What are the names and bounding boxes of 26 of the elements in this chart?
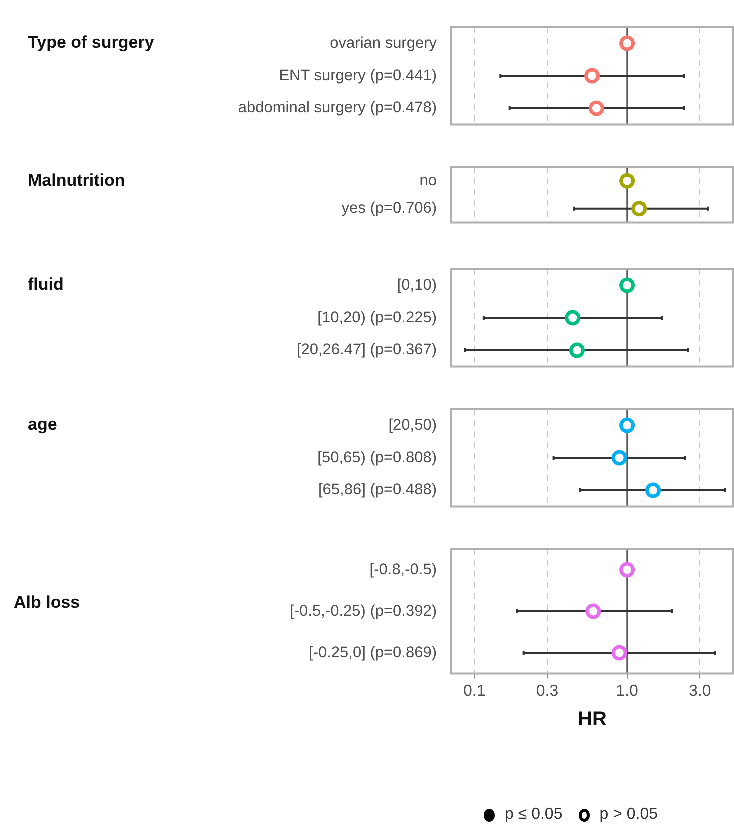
- y-tick-label: [65,86] (p=0.488): [318, 482, 437, 499]
- y-axis-title: Type of surgery: [28, 33, 155, 52]
- y-axis-title: Alb loss: [14, 592, 80, 612]
- y-axis-title: fluid: [28, 275, 64, 294]
- x-tick-label: 0.3: [536, 682, 559, 700]
- x-tick-label: 0.1: [464, 682, 486, 700]
- y-tick-label: ENT surgery (p=0.441): [279, 67, 437, 84]
- y-axis-title: Malnutrition: [28, 170, 126, 190]
- y-tick-label: [-0.5,-0.25) (p=0.392): [290, 602, 437, 620]
- y-tick-label: abdominal surgery (p=0.478): [238, 100, 437, 117]
- x-tick-label: 3.0: [689, 682, 712, 700]
- y-tick-label: ovarian surgery: [330, 34, 438, 52]
- y-tick-label: yes (p=0.706): [342, 200, 437, 218]
- y-axis-title: age: [28, 415, 58, 434]
- y-tick-label: [20,50): [388, 416, 437, 434]
- text: p ≤ 0.05: [505, 806, 563, 824]
- y-tick-label: [10,20) (p=0.225): [318, 309, 437, 326]
- y-tick-label: [-0.25,0] (p=0.869): [309, 644, 437, 662]
- y-tick-label: [20,26.47] (p=0.367): [296, 342, 437, 359]
- y-tick-label: [-0.8,-0.5): [370, 561, 437, 578]
- text: p > 0.05: [600, 806, 658, 824]
- y-tick-label: [0,10): [397, 276, 437, 294]
- x-axis-title: HR: [578, 708, 608, 731]
- y-tick-label: [50,65) (p=0.808): [318, 449, 437, 466]
- y-tick-label: no: [420, 172, 437, 190]
- x-tick-label: 1.0: [616, 682, 639, 700]
